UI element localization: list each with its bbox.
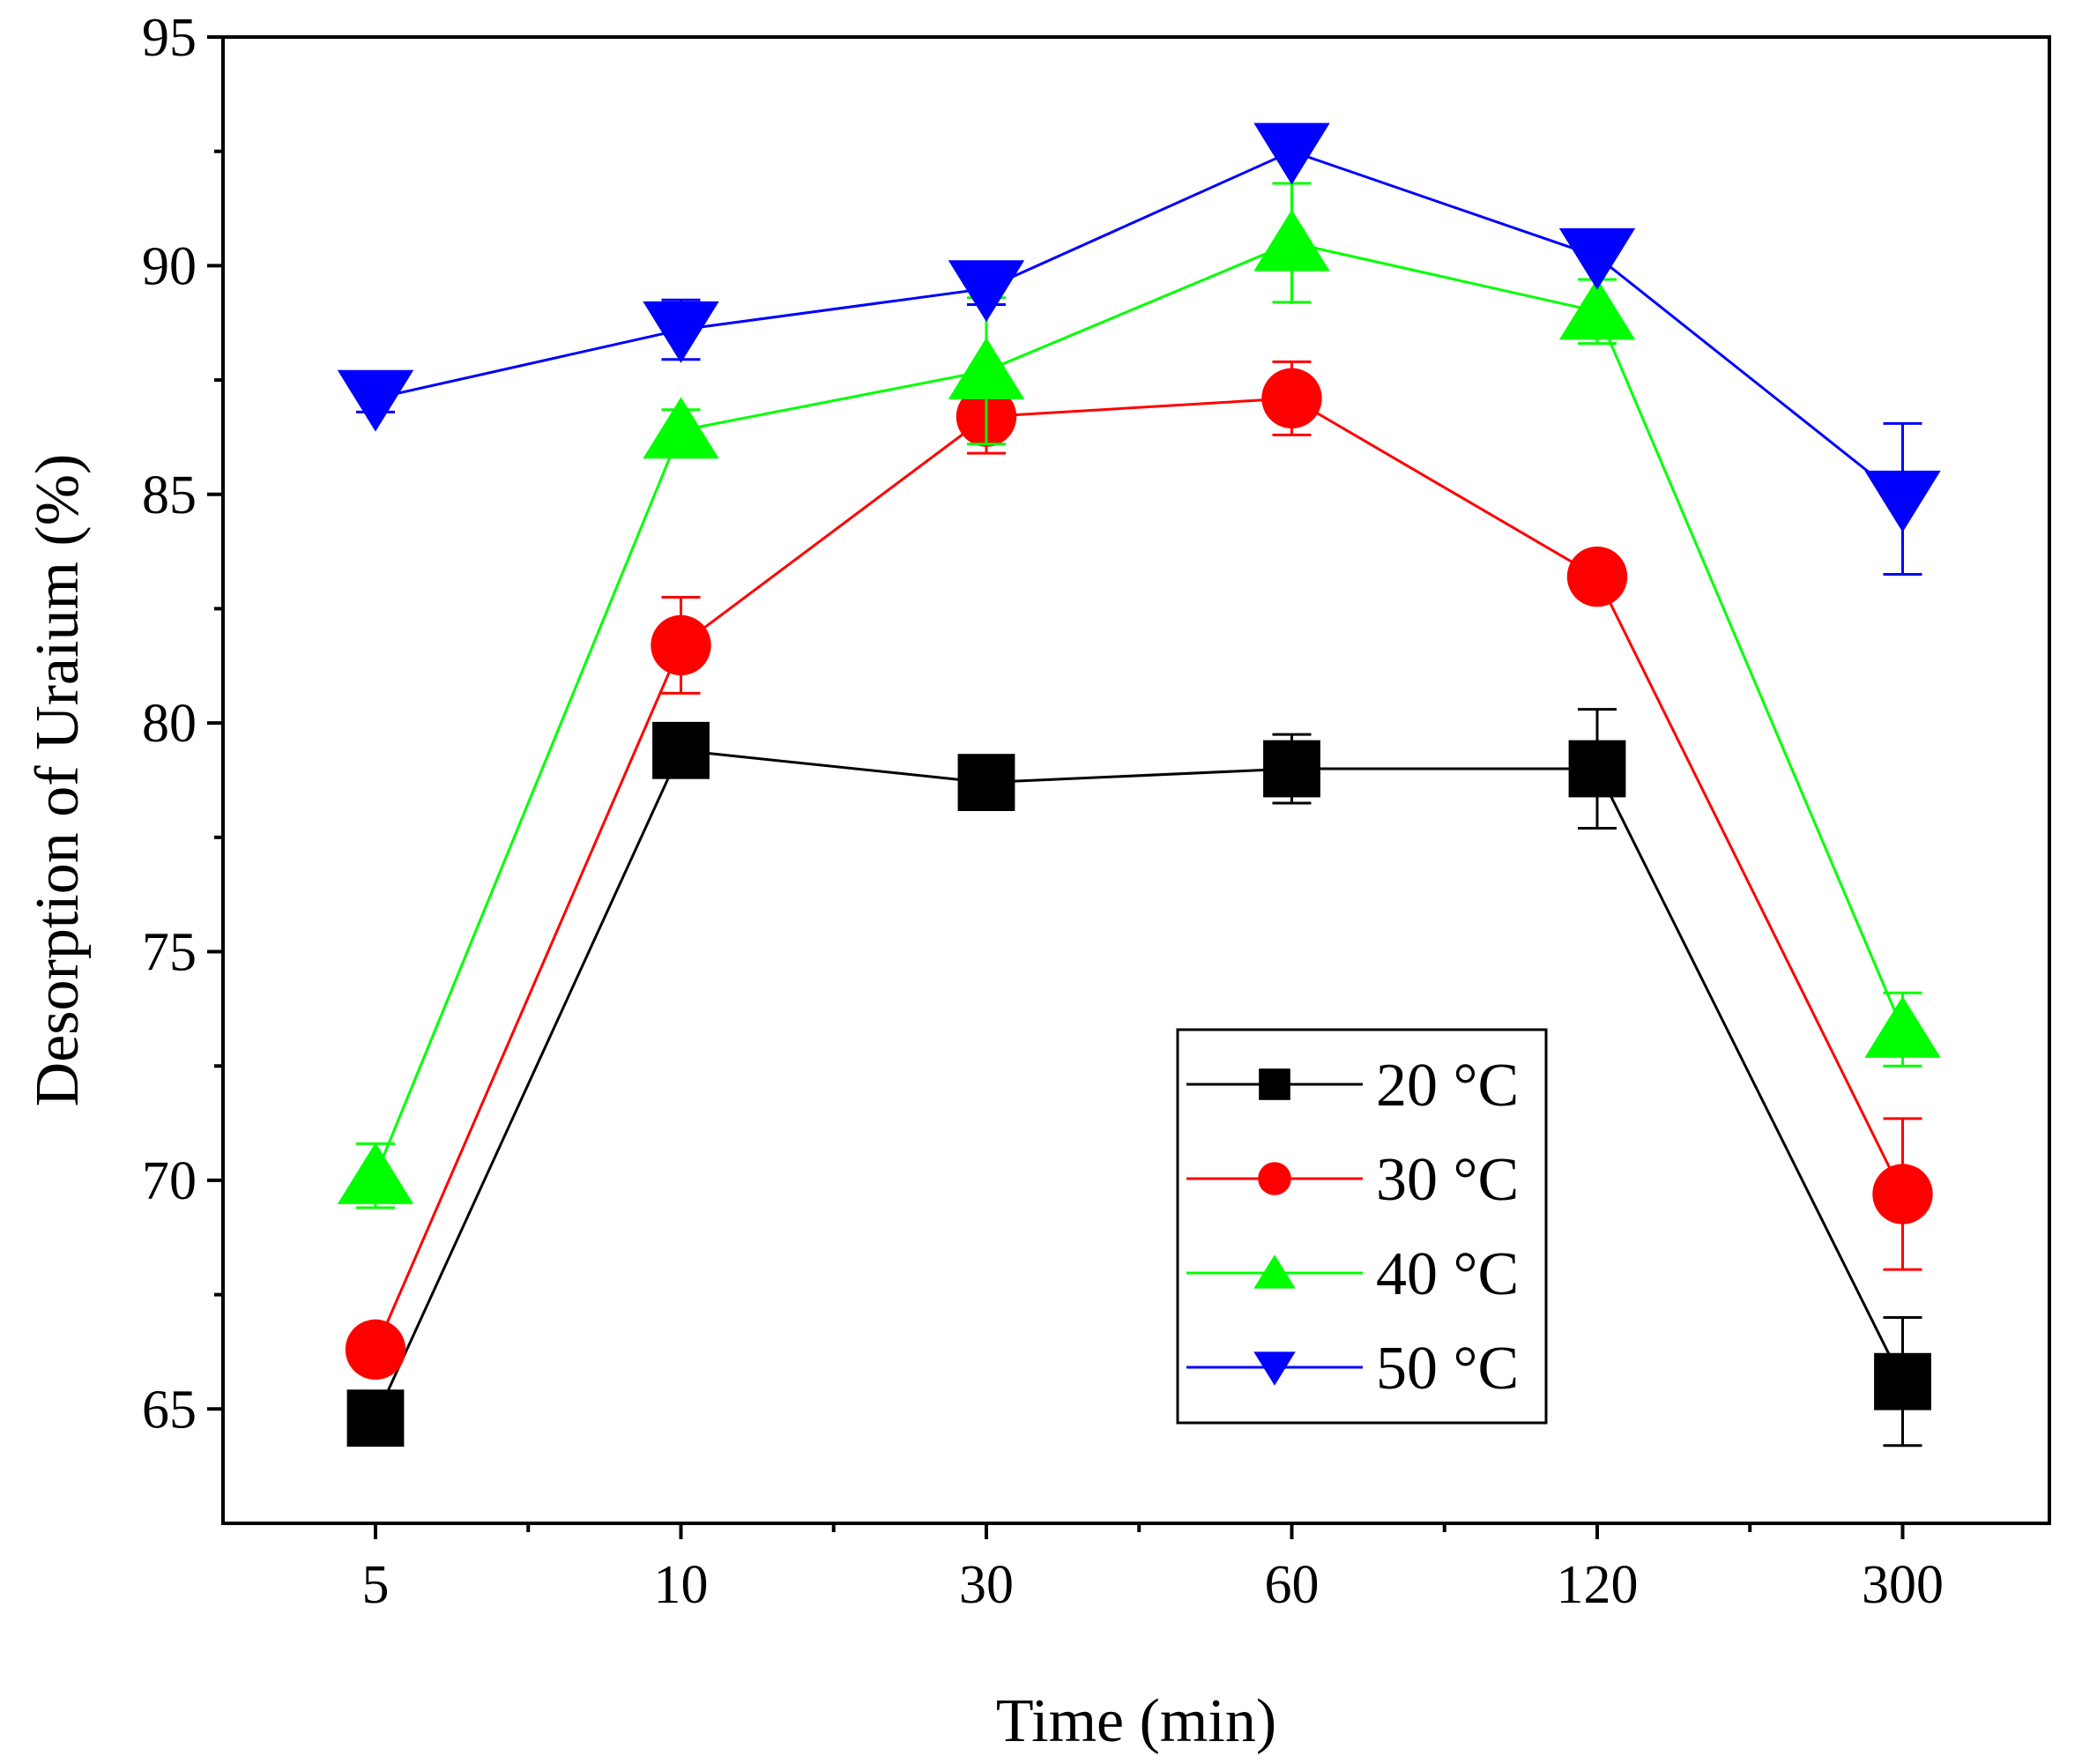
legend-label: 40 °C xyxy=(1376,1240,1519,1308)
y-tick-label: 95 xyxy=(142,8,197,68)
x-axis-title: Time (min) xyxy=(996,1687,1276,1755)
legend-label: 30 °C xyxy=(1376,1146,1519,1214)
data-point xyxy=(643,397,719,459)
series-line xyxy=(375,150,1904,501)
y-tick-label: 70 xyxy=(142,1151,197,1211)
data-point xyxy=(948,260,1025,323)
y-tick-label: 90 xyxy=(142,236,197,296)
legend-label: 50 °C xyxy=(1376,1335,1519,1403)
y-axis-title: Desorption of Uraium (%) xyxy=(24,454,92,1107)
data-point xyxy=(345,1319,406,1381)
data-point xyxy=(337,369,414,432)
x-tick-label: 30 xyxy=(959,1555,1014,1615)
data-point xyxy=(1253,123,1330,185)
data-point xyxy=(643,301,719,363)
y-tick-label: 75 xyxy=(142,923,197,983)
legend-marker xyxy=(1253,1254,1296,1289)
data-point xyxy=(346,1389,405,1448)
x-tick-label: 10 xyxy=(654,1555,709,1615)
y-tick-label: 65 xyxy=(142,1380,197,1440)
axis-ticks: 65 70 75 80 85 90 95 5 10 30 60 120 300 xyxy=(142,8,1944,1615)
legend-label: 20 °C xyxy=(1376,1052,1519,1120)
plot-frame xyxy=(221,35,2051,1525)
data-point xyxy=(1864,470,1941,532)
legend-entry: 30 °C xyxy=(1186,1146,1519,1214)
legend: 20 °C 30 °C 40 °C 50 °C xyxy=(1176,1028,1548,1425)
data-point xyxy=(1568,740,1626,798)
data-point xyxy=(948,337,1025,399)
legend-marker xyxy=(1258,1162,1291,1195)
data-point xyxy=(1253,209,1330,272)
series-line xyxy=(374,397,1904,1351)
data-point xyxy=(1558,227,1636,290)
data-point xyxy=(1566,546,1628,607)
x-tick-label: 60 xyxy=(1265,1555,1320,1615)
x-tick-label: 300 xyxy=(1862,1555,1944,1615)
data-point xyxy=(1261,368,1322,429)
data-point xyxy=(1263,740,1320,798)
data-point xyxy=(1558,278,1636,340)
legend-entry: 20 °C xyxy=(1186,1052,1519,1120)
data-point xyxy=(957,754,1015,811)
series-line xyxy=(374,748,1904,1419)
data-point xyxy=(652,721,710,779)
legend-marker xyxy=(1253,1351,1296,1386)
legend-marker xyxy=(1259,1068,1290,1100)
y-tick-label: 85 xyxy=(142,465,197,525)
x-tick-label: 120 xyxy=(1557,1555,1639,1615)
y-tick-label: 80 xyxy=(142,694,197,754)
data-point xyxy=(1864,995,1941,1058)
data-point xyxy=(1872,1164,1933,1224)
series-20c xyxy=(346,708,1931,1448)
data-point xyxy=(651,614,711,676)
plot-layer xyxy=(337,123,1941,1448)
axes-frame xyxy=(221,35,2051,1525)
series-30c xyxy=(345,360,1933,1381)
legend-entry: 50 °C xyxy=(1186,1335,1519,1403)
data-point xyxy=(337,1142,414,1204)
data-point xyxy=(1874,1352,1931,1410)
x-tick-label: 5 xyxy=(362,1555,390,1615)
series-40c xyxy=(337,182,1941,1209)
series-line xyxy=(374,241,1904,1177)
legend-entry: 40 °C xyxy=(1186,1240,1519,1308)
series-50c xyxy=(337,123,1941,577)
legend-box xyxy=(1176,1028,1548,1425)
